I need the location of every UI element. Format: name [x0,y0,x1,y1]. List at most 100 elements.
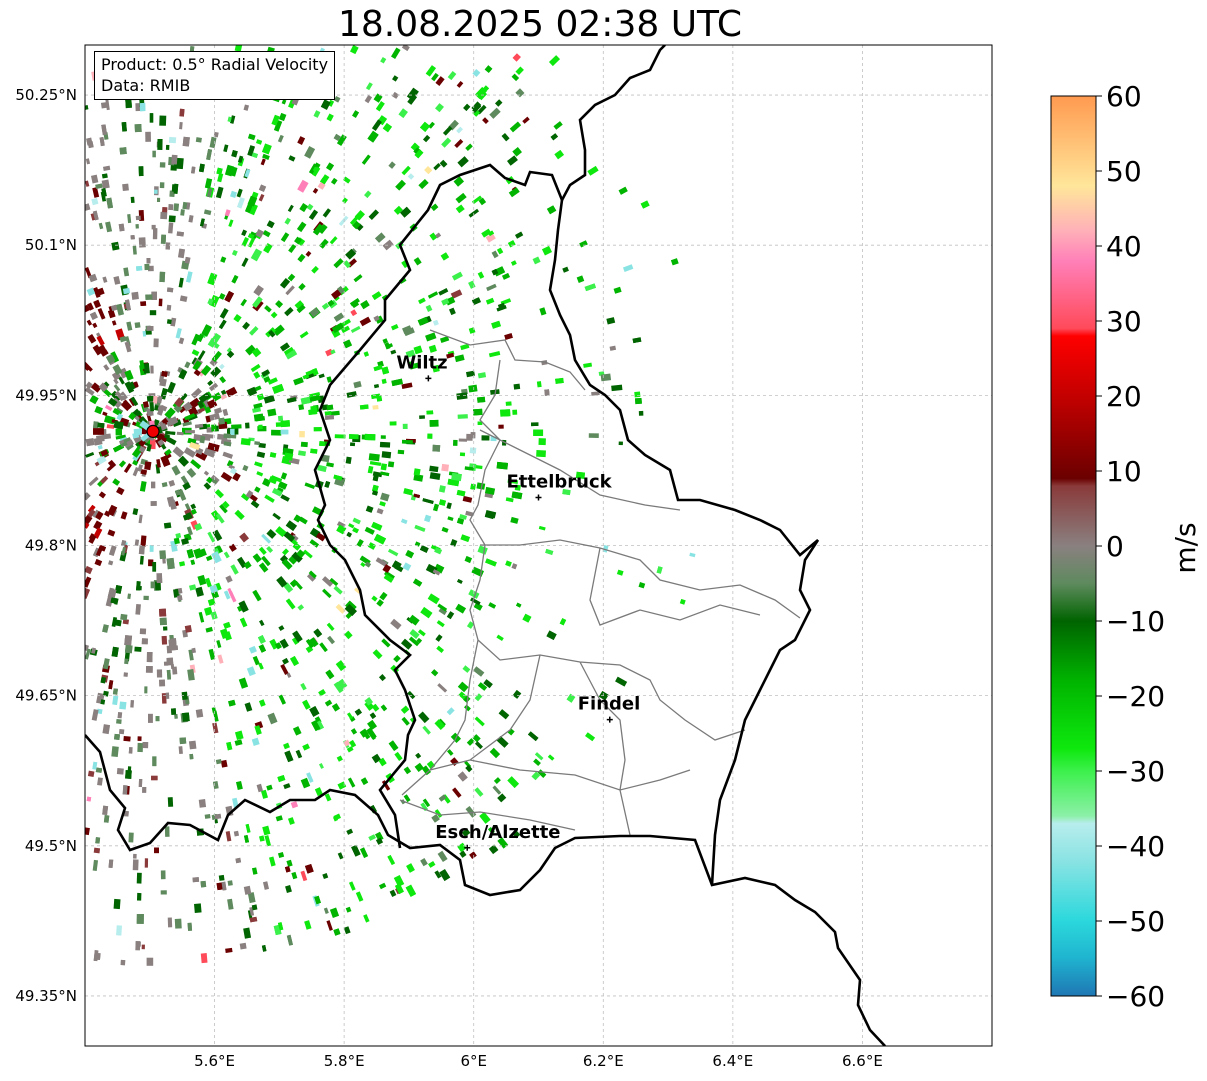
velocity-gate [550,133,559,141]
velocity-gate [300,682,307,691]
velocity-gate [562,266,569,273]
velocity-gate [311,368,319,376]
velocity-gate [288,244,297,254]
velocity-gate [263,394,275,404]
city-label: Wiltz [396,352,447,373]
velocity-gate [123,267,130,277]
velocity-gate [173,588,180,598]
velocity-gate [310,405,318,413]
velocity-gate [111,241,120,251]
velocity-gate [111,646,119,657]
velocity-gate [538,438,546,446]
velocity-gate [277,481,288,490]
velocity-gate [195,709,204,718]
velocity-gate [194,522,203,531]
velocity-gate [292,630,303,643]
velocity-gate [309,539,320,548]
velocity-gate [87,302,94,311]
velocity-gate [477,421,483,426]
velocity-gate [466,738,475,746]
velocity-gate [464,704,471,712]
velocity-gate [531,422,539,427]
velocity-gate [186,202,191,210]
velocity-gate [234,730,244,741]
velocity-gate [159,608,167,617]
velocity-gate [237,155,244,163]
velocity-gate [98,222,104,230]
velocity-gate [152,561,157,572]
velocity-gate [613,286,622,294]
velocity-gate [154,847,159,854]
velocity-gate [151,775,158,781]
velocity-gate [562,489,571,496]
velocity-gate [330,410,340,416]
velocity-gate [209,136,217,149]
velocity-gate [427,433,433,439]
velocity-gate [491,268,499,276]
velocity-gate [382,564,392,574]
velocity-gate [456,392,468,400]
velocity-gate [341,325,351,334]
cities: Wiltz Ettelbruck Findel Esch/Alzette [396,352,640,851]
velocity-gate [283,742,290,750]
velocity-gate [284,217,291,225]
data-source-text: Data: RMIB [101,76,191,95]
velocity-gate [375,101,385,112]
velocity-gate [271,429,282,436]
velocity-gate [243,885,252,895]
velocity-gate [380,471,390,477]
velocity-gate [324,699,333,707]
velocity-gate [441,526,449,533]
velocity-gate [585,732,596,742]
velocity-gate [125,443,134,451]
velocity-gate [618,186,628,195]
velocity-gate [311,265,319,274]
velocity-gate [251,737,260,746]
velocity-gate [274,642,282,650]
velocity-gate [147,713,153,723]
velocity-gate [228,166,238,177]
velocity-gate [368,209,379,220]
velocity-gate [190,503,197,510]
velocity-gate [111,320,117,326]
velocity-gate [256,471,264,477]
velocity-gate [338,215,349,227]
velocity-gate [204,433,214,439]
velocity-gate [178,561,186,567]
velocity-gate [441,137,452,148]
colorbar-tick-label: −20 [1106,680,1165,713]
velocity-gate [255,229,265,238]
velocity-gate [122,287,131,295]
velocity-gate [371,119,382,131]
velocity-gate [140,301,147,306]
velocity-gate [473,666,485,677]
velocity-gate [458,438,468,442]
velocity-gate [255,416,265,422]
lat-tick-label: 49.8°N [25,537,77,555]
velocity-gate [197,400,205,409]
lat-tick-label: 49.5°N [25,837,77,855]
velocity-gate [297,136,306,145]
velocity-gate [348,434,359,440]
velocity-gate [275,300,283,308]
velocity-gate [240,493,250,502]
velocity-gate [333,816,339,822]
velocity-gate [138,166,144,177]
velocity-gate [347,777,356,788]
velocity-gate [417,629,426,637]
velocity-gate [134,646,142,652]
velocity-gate [90,174,99,184]
velocity-gate [267,712,278,725]
velocity-gate [326,462,334,468]
velocity-gate [280,420,291,428]
velocity-gate [221,881,227,891]
velocity-gate [187,437,197,445]
velocity-gate [136,265,143,271]
velocity-gate [108,560,114,566]
velocity-gate [513,383,521,390]
velocity-gate [451,271,463,281]
velocity-gate [489,107,501,119]
velocity-gate [333,312,345,322]
velocity-gate [160,890,167,895]
velocity-gate [291,871,298,880]
